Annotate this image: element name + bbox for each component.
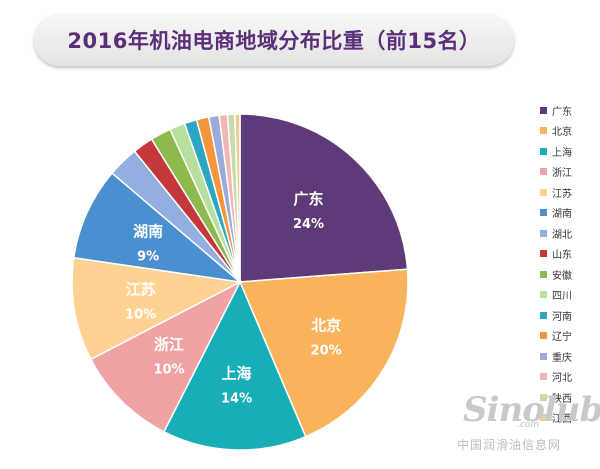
- pie-slice-4: [71, 256, 243, 361]
- legend-item-4: 江苏: [540, 182, 572, 203]
- legend-label-5: 湖南: [552, 209, 572, 221]
- legend-label-7: 山东: [552, 250, 572, 262]
- legend-label-15: 江西: [552, 414, 572, 426]
- legend-swatch-8: [540, 270, 547, 278]
- legend-item-8: 安徽: [540, 264, 572, 285]
- legend-swatch-11: [540, 332, 547, 340]
- legend-swatch-6: [540, 229, 547, 237]
- legend-item-12: 重庆: [540, 346, 572, 367]
- legend-swatch-0: [540, 106, 547, 114]
- slice-name-label-2: 上海: [222, 365, 252, 383]
- legend-label-13: 河北: [552, 373, 572, 385]
- legend-swatch-13: [540, 373, 547, 381]
- legend-swatch-10: [540, 311, 547, 319]
- legend-item-2: 上海: [540, 141, 572, 162]
- legend-item-0: 广东: [540, 100, 572, 121]
- legend-swatch-12: [540, 352, 547, 360]
- legend-swatch-15: [540, 414, 547, 422]
- legend-swatch-5: [540, 209, 547, 217]
- legend-label-0: 广东: [552, 106, 572, 118]
- pie-slice-0: [239, 113, 409, 283]
- legend-item-9: 四川: [540, 285, 572, 306]
- legend-label-14: 陕西: [552, 393, 572, 405]
- legend-swatch-2: [540, 147, 547, 155]
- legend-swatch-3: [540, 168, 547, 176]
- legend-item-14: 陕西: [540, 387, 572, 408]
- pie-slice-15: [233, 113, 241, 283]
- chart-title-box: 2016年机油电商地域分布比重（前15名）: [34, 14, 514, 66]
- slice-value-label-4: 10%: [125, 308, 156, 323]
- pie-slice-3: [89, 280, 242, 433]
- pie-slice-5: [72, 172, 243, 284]
- legend-label-3: 浙江: [552, 168, 572, 180]
- slice-name-label-3: 浙江: [154, 336, 184, 354]
- slice-name-label-1: 北京: [311, 316, 341, 334]
- pie-slice-2: [162, 280, 307, 451]
- legend-label-1: 北京: [552, 127, 572, 139]
- legend-label-2: 上海: [552, 147, 572, 159]
- legend-label-4: 江苏: [552, 188, 572, 200]
- legend-swatch-14: [540, 393, 547, 401]
- chart-title: 2016年机油电商地域分布比重（前15名）: [67, 29, 481, 53]
- slice-name-label-0: 广东: [293, 190, 323, 208]
- legend-item-11: 辽宁: [540, 326, 572, 347]
- slice-value-label-1: 20%: [311, 343, 342, 358]
- slice-value-label-2: 14%: [221, 392, 252, 407]
- slice-value-label-3: 10%: [153, 363, 184, 378]
- legend-swatch-9: [540, 291, 547, 299]
- slice-value-label-5: 9%: [137, 249, 159, 264]
- legend-item-3: 浙江: [540, 162, 572, 183]
- slice-name-label-5: 湖南: [133, 222, 163, 240]
- legend-label-10: 河南: [552, 311, 572, 323]
- slice-name-label-4: 江苏: [126, 281, 156, 299]
- legend-label-9: 四川: [552, 291, 572, 303]
- legend-item-13: 河北: [540, 367, 572, 388]
- legend-item-15: 江西: [540, 408, 572, 429]
- legend-swatch-4: [540, 188, 547, 196]
- legend-item-7: 山东: [540, 244, 572, 265]
- slice-value-label-0: 24%: [293, 217, 324, 232]
- legend-item-10: 河南: [540, 305, 572, 326]
- legend-label-12: 重庆: [552, 352, 572, 364]
- legend-label-11: 辽宁: [552, 332, 572, 344]
- legend-swatch-1: [540, 127, 547, 135]
- legend-label-6: 湖北: [552, 229, 572, 241]
- legend-label-8: 安徽: [552, 270, 572, 282]
- legend-item-5: 湖南: [540, 203, 572, 224]
- legend-swatch-7: [540, 250, 547, 258]
- legend: 广东北京上海浙江江苏湖南湖北山东安徽四川河南辽宁重庆河北陕西江西: [540, 100, 572, 428]
- legend-item-1: 北京: [540, 121, 572, 142]
- legend-item-6: 湖北: [540, 223, 572, 244]
- pie-slice-1: [238, 268, 409, 438]
